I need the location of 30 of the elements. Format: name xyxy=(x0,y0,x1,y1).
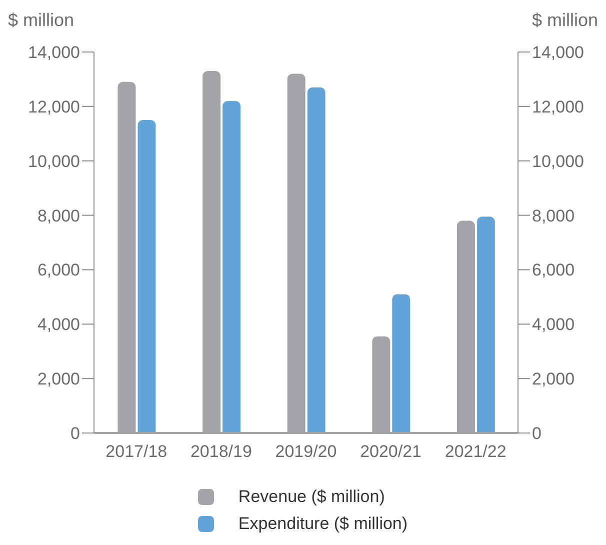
y-tick-label: 8,000 xyxy=(37,206,80,226)
y2-tick-label: 6,000 xyxy=(532,260,575,280)
y2-tick-label: 2,000 xyxy=(532,370,575,389)
y-tick-label: 2,000 xyxy=(37,370,80,389)
bar xyxy=(476,216,495,433)
bar xyxy=(222,100,241,433)
y-tick-label: 10,000 xyxy=(28,152,80,171)
y2-tick-label: 8,000 xyxy=(532,206,575,226)
y2-tick-label: 14,000 xyxy=(532,43,584,62)
y2-tick-label: 10,000 xyxy=(532,152,584,171)
y-axis-title: $ million xyxy=(8,10,74,31)
y-tick-label: 12,000 xyxy=(28,97,80,116)
x-tick-label: 2020/21 xyxy=(360,442,422,462)
x-tick-label: 2021/22 xyxy=(444,442,506,462)
bar xyxy=(307,87,326,433)
y2-tick-label: 12,000 xyxy=(532,97,584,116)
y-tick-label: 0 xyxy=(70,424,80,444)
legend-label: Revenue ($ million) xyxy=(238,486,385,506)
x-tick-label: 2019/20 xyxy=(275,442,337,462)
y-tick-label: 14,000 xyxy=(28,43,80,62)
y2-tick-label: 4,000 xyxy=(532,315,575,334)
bar xyxy=(138,120,156,433)
y-tick-label: 4,000 xyxy=(37,315,80,334)
legend-label: Expenditure ($ million) xyxy=(238,514,408,534)
x-tick-label: 2017/18 xyxy=(106,442,168,462)
y2-tick-label: 0 xyxy=(532,424,542,444)
y-tick-label: 6,000 xyxy=(37,260,80,280)
x-tick-label: 2018/19 xyxy=(190,442,252,462)
bar xyxy=(392,294,410,433)
y2-axis-title: $ million xyxy=(532,10,598,31)
